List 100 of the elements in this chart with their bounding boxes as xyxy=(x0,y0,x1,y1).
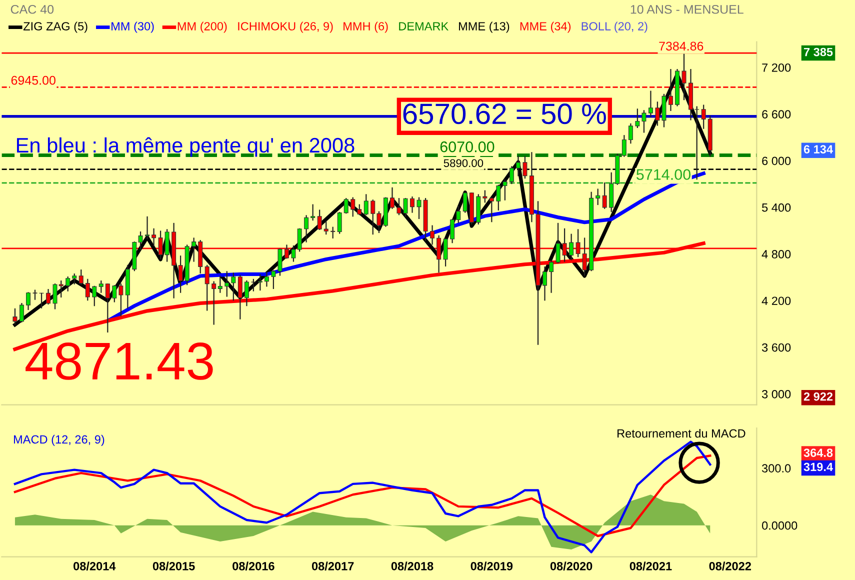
candlestick xyxy=(224,270,230,298)
candlestick xyxy=(364,194,368,216)
candlestick xyxy=(46,288,51,306)
candlestick xyxy=(701,104,706,130)
x-tick-label: 08/2016 xyxy=(232,562,274,570)
y-tick-label: 7 200 xyxy=(762,63,791,72)
candlestick xyxy=(443,238,448,268)
chart-subtitle: 10 ANS - MENSUEL xyxy=(630,4,744,14)
candlestick xyxy=(164,228,170,262)
candlestick xyxy=(436,234,442,274)
legend-label: MM (200) xyxy=(178,22,227,33)
text: DEMARK xyxy=(399,22,449,30)
annotation: En bleu : la même pente qu' en 2008 xyxy=(17,137,354,157)
candlestick xyxy=(509,166,514,185)
y-tick-label: 5 400 xyxy=(762,203,791,212)
candlestick xyxy=(66,276,70,292)
candlestick xyxy=(212,280,216,326)
annotation: Retournement du MACD xyxy=(618,428,746,438)
text: 6 134 xyxy=(804,145,833,154)
candlestick xyxy=(642,110,646,134)
candlestick xyxy=(330,226,336,240)
ref-line-label: 5714.00 xyxy=(636,169,691,180)
candlestick xyxy=(622,134,626,158)
candlestick xyxy=(682,52,686,101)
legend-label: ZIG ZAG (5) xyxy=(23,22,88,33)
candlestick xyxy=(271,270,276,290)
text: 319.4 xyxy=(804,462,833,472)
y-tick-label: 300.0 xyxy=(762,464,791,472)
candlestick xyxy=(304,214,309,243)
candlestick xyxy=(489,196,494,223)
x-tick-label: 08/2015 xyxy=(152,562,195,570)
ref-line-label: 7384.86 xyxy=(659,42,704,51)
candlestick xyxy=(231,272,236,302)
candlestick xyxy=(462,191,468,214)
candlestick xyxy=(576,228,580,258)
candlestick xyxy=(390,186,394,210)
candlestick xyxy=(496,184,501,212)
candlestick xyxy=(416,196,422,220)
text: MMH (6) xyxy=(344,22,388,33)
candlestick xyxy=(350,196,356,218)
candlestick xyxy=(569,233,574,261)
candlestick xyxy=(516,155,520,177)
text: MME (13) xyxy=(459,22,510,33)
text: 7 385 xyxy=(804,48,833,56)
candlestick xyxy=(344,197,348,214)
y-tick-label: 0.0000 xyxy=(762,521,798,530)
candlestick xyxy=(602,182,607,210)
candlestick xyxy=(324,220,328,236)
candlestick xyxy=(218,275,222,294)
candlestick xyxy=(482,190,488,204)
x-tick-label: 08/2022 xyxy=(709,562,751,570)
candlestick xyxy=(152,228,156,247)
x-tick-label: 08/2020 xyxy=(550,562,592,570)
candlestick xyxy=(562,228,567,262)
candlestick xyxy=(502,178,508,201)
x-tick-label: 08/2019 xyxy=(470,562,513,570)
candlestick xyxy=(258,274,262,292)
candlestick xyxy=(284,244,289,260)
candlestick xyxy=(12,308,18,326)
candlestick xyxy=(26,292,30,311)
ref-line-label: 6945.00 xyxy=(11,76,56,85)
ref-line-label: 5890.00 xyxy=(444,159,484,168)
candlestick xyxy=(278,248,282,276)
x-tick-label: 08/2021 xyxy=(630,562,672,570)
candlestick xyxy=(410,196,414,214)
candlestick xyxy=(648,90,653,118)
y-tick-label: 4 800 xyxy=(762,250,791,258)
x-tick-label: 08/2014 xyxy=(74,562,116,570)
candlestick xyxy=(192,237,196,262)
x-tick-label: 08/2017 xyxy=(312,562,354,570)
text: BOLL (20, 2) xyxy=(582,22,648,33)
candlestick xyxy=(549,260,554,294)
candlestick xyxy=(264,271,269,288)
ref-line-label: 6070.00 xyxy=(440,141,494,152)
candlestick xyxy=(251,278,256,292)
candlestick xyxy=(78,269,84,286)
y-tick-label: 3 600 xyxy=(762,343,791,352)
candlestick xyxy=(158,230,163,260)
chart-title: CAC 40 xyxy=(10,4,54,14)
candlestick xyxy=(357,204,362,216)
x-tick-label: 08/2018 xyxy=(391,562,434,570)
candlestick xyxy=(556,222,560,264)
candlestick xyxy=(337,211,342,234)
candlestick xyxy=(238,274,242,320)
candlestick xyxy=(92,285,97,307)
candlestick xyxy=(19,302,24,323)
candlestick xyxy=(628,122,633,144)
text: 364.8 xyxy=(804,448,833,457)
line-series xyxy=(14,454,712,538)
candlestick xyxy=(72,272,77,285)
text: 2 922 xyxy=(804,392,833,401)
legend-label: MM (30) xyxy=(112,22,154,33)
y-tick-label: 6 600 xyxy=(762,110,791,118)
candlestick xyxy=(105,283,110,334)
candlestick xyxy=(145,216,150,240)
candlestick xyxy=(204,264,210,312)
text: MACD (12, 26, 9) xyxy=(14,434,104,446)
ref-line-label: 6570.62 = 50 % xyxy=(403,104,606,124)
candlestick xyxy=(635,108,640,129)
candlestick xyxy=(85,278,90,302)
